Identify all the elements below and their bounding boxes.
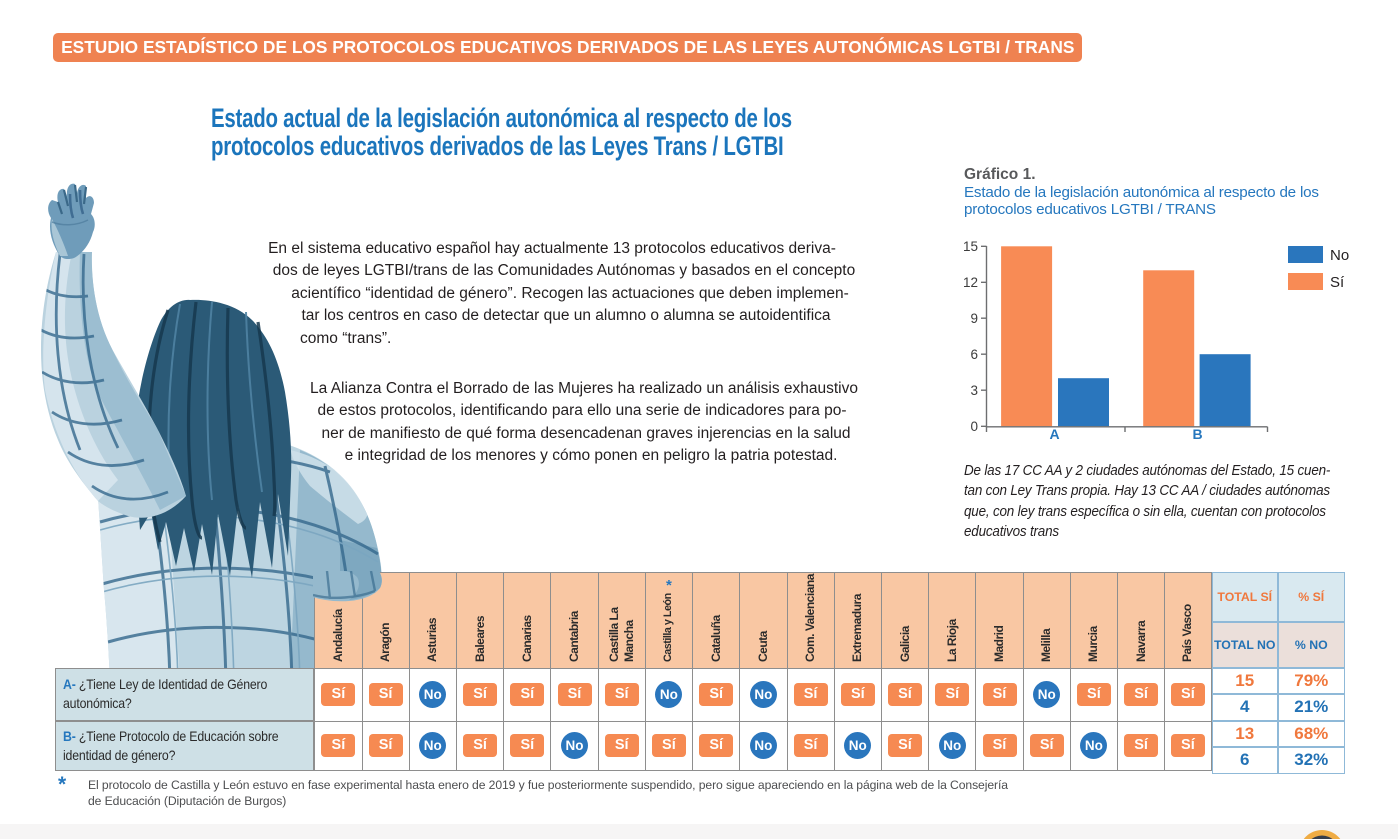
svg-text:0: 0 <box>970 419 978 434</box>
svg-text:3: 3 <box>970 383 978 398</box>
svg-text:A: A <box>1050 426 1060 440</box>
svg-text:6: 6 <box>970 347 978 362</box>
svg-text:B: B <box>1192 426 1202 440</box>
svg-text:15: 15 <box>963 239 978 254</box>
svg-text:9: 9 <box>970 311 978 326</box>
svg-text:12: 12 <box>963 275 978 290</box>
